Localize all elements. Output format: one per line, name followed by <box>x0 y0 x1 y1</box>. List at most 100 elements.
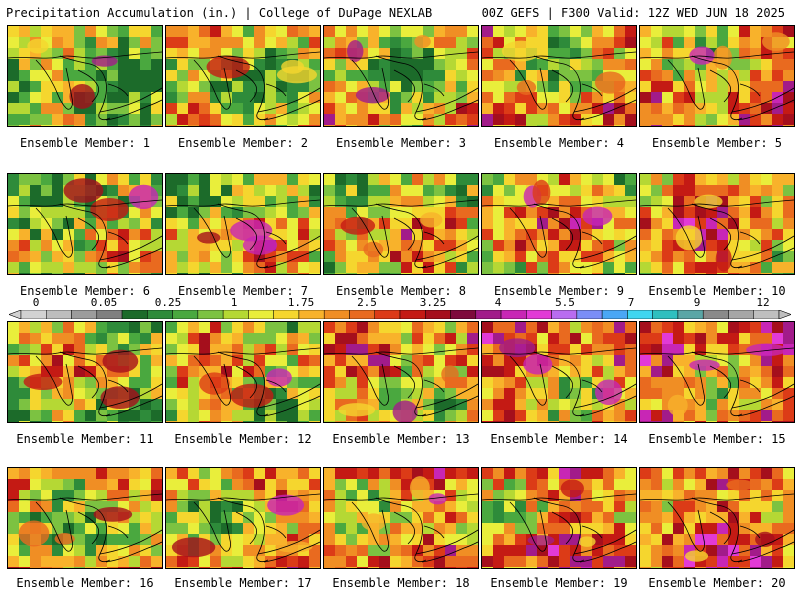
precip-field-map <box>640 174 794 274</box>
colorbar-swatch <box>450 310 477 319</box>
colorbar-tick-label: 0.25 <box>154 296 182 309</box>
colorbar-swatch <box>147 310 173 319</box>
colorbar-swatch <box>298 310 325 319</box>
colorbar-swatch <box>349 310 375 319</box>
colorbar-swatch <box>526 310 552 319</box>
precip-field-map <box>324 322 478 422</box>
member-label: Ensemble Member: 11 <box>16 432 154 446</box>
colorbar-swatch <box>500 310 527 319</box>
great-lakes-coastline <box>482 199 636 269</box>
great-lakes-coastline <box>482 347 636 417</box>
colorbar-swatch <box>652 310 679 319</box>
great-lakes-coastline <box>8 493 162 563</box>
colorbar-tick-label: 0.05 <box>90 296 118 309</box>
ensemble-map-panel <box>7 173 163 275</box>
colorbar-tick-label: 5.5 <box>555 296 575 309</box>
precip-field-map <box>166 26 320 126</box>
colorbar-tick-label: 2.5 <box>357 296 377 309</box>
great-lakes-coastline <box>482 493 636 563</box>
precip-colorbar <box>9 310 791 319</box>
colorbar-swatch <box>677 310 704 319</box>
colorbar-tick-label: 9 <box>693 296 701 309</box>
great-lakes-coastline <box>8 51 162 121</box>
precip-field-map <box>8 322 162 422</box>
precip-field-map <box>8 26 162 126</box>
colorbar-swatch <box>273 310 300 319</box>
great-lakes-coastline <box>166 51 320 121</box>
ensemble-map-panel <box>7 321 163 423</box>
colorbar-tick-label: 4 <box>494 296 502 309</box>
member-label: Ensemble Member: 10 <box>648 284 786 298</box>
member-label: Ensemble Member: 8 <box>335 284 467 298</box>
precip-field-map <box>482 468 636 568</box>
ensemble-map-panel <box>639 25 795 127</box>
ensemble-map-panel <box>481 321 637 423</box>
ensemble-map-panel <box>639 467 795 569</box>
precip-field-map <box>166 322 320 422</box>
precip-field-map <box>482 174 636 274</box>
precip-field-map <box>640 468 794 568</box>
member-label: Ensemble Member: 13 <box>332 432 470 446</box>
ensemble-map-panel <box>639 173 795 275</box>
colorbar-swatch <box>197 310 224 319</box>
great-lakes-coastline <box>324 51 478 121</box>
great-lakes-coastline <box>166 199 320 269</box>
great-lakes-coastline <box>640 493 794 563</box>
colorbar-swatch <box>248 310 274 319</box>
precip-field-map <box>324 174 478 274</box>
ensemble-map-panel <box>7 467 163 569</box>
precip-field-map <box>482 322 636 422</box>
great-lakes-coastline <box>482 51 636 121</box>
colorbar-swatch <box>601 310 628 319</box>
ensemble-map-panel <box>323 467 479 569</box>
colorbar-tick-label: 7 <box>627 296 635 309</box>
great-lakes-coastline <box>166 347 320 417</box>
member-label: Ensemble Member: 20 <box>648 576 786 590</box>
ensemble-map-panel <box>165 25 321 127</box>
member-label: Ensemble Member: 12 <box>174 432 312 446</box>
ensemble-map-panel <box>7 25 163 127</box>
great-lakes-coastline <box>324 493 478 563</box>
ensemble-map-panel <box>323 321 479 423</box>
member-label: Ensemble Member: 1 <box>19 136 151 150</box>
colorbar-swatch <box>374 310 401 319</box>
precip-field-map <box>8 174 162 274</box>
ensemble-map-panel <box>165 467 321 569</box>
great-lakes-coastline <box>8 199 162 269</box>
ensemble-map-panel <box>165 173 321 275</box>
ensemble-map-panel <box>323 25 479 127</box>
precip-field-map <box>324 468 478 568</box>
ensemble-map-panel <box>323 173 479 275</box>
ensemble-map-panel <box>481 25 637 127</box>
great-lakes-coastline <box>324 199 478 269</box>
member-label: Ensemble Member: 6 <box>19 284 151 298</box>
colorbar-swatch <box>399 310 426 319</box>
colorbar-swatch <box>627 310 653 319</box>
ensemble-map-panel <box>639 321 795 423</box>
precip-field-map <box>640 322 794 422</box>
member-label: Ensemble Member: 17 <box>174 576 312 590</box>
colorbar-swatch <box>728 310 754 319</box>
member-label: Ensemble Member: 9 <box>493 284 625 298</box>
colorbar-swatch <box>121 310 148 319</box>
colorbar-swatch <box>96 310 123 319</box>
colorbar-swatch <box>702 310 729 319</box>
colorbar-swatch <box>551 310 578 319</box>
member-label: Ensemble Member: 14 <box>490 432 628 446</box>
precip-field-map <box>640 26 794 126</box>
member-label: Ensemble Member: 5 <box>651 136 783 150</box>
colorbar-tick-label: 12 <box>756 296 770 309</box>
colorbar-swatch <box>222 310 249 319</box>
member-label: Ensemble Member: 18 <box>332 576 470 590</box>
colorbar-tick-label: 3.25 <box>419 296 447 309</box>
precip-field-map <box>482 26 636 126</box>
precip-field-map <box>166 468 320 568</box>
precip-field-map <box>8 468 162 568</box>
colorbar-swatch <box>71 310 98 319</box>
colorbar-swatch <box>172 310 199 319</box>
precip-field-map <box>324 26 478 126</box>
member-label: Ensemble Member: 3 <box>335 136 467 150</box>
colorbar-tick-label: 0 <box>32 296 40 309</box>
great-lakes-coastline <box>8 347 162 417</box>
member-label: Ensemble Member: 2 <box>177 136 309 150</box>
